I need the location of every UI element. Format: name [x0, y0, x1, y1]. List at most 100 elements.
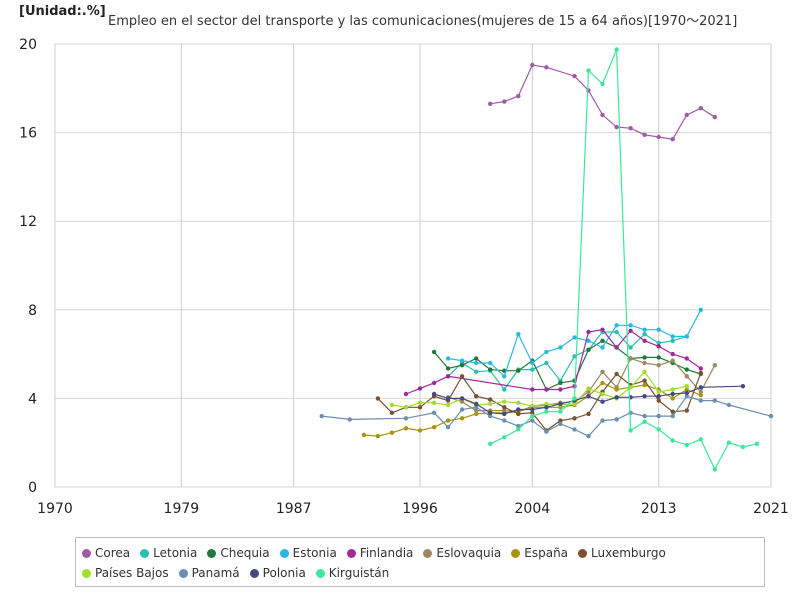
data-point-finlandia	[445, 374, 451, 379]
data-point-panama	[600, 418, 605, 423]
data-point-corea	[684, 112, 689, 118]
data-point-luxemburgo	[474, 394, 479, 399]
data-point-chequia	[656, 355, 661, 360]
legend-swatch	[315, 568, 325, 578]
legend-item[interactable]: Panamá	[178, 563, 240, 583]
data-point-polonia	[474, 401, 479, 407]
series-line-paises-bajos	[391, 370, 687, 408]
series-line-letonia	[447, 331, 687, 391]
data-point-espana	[417, 428, 423, 433]
data-point-kirguistan	[516, 427, 521, 432]
data-point-kirguistan	[572, 396, 577, 401]
legend-label: Kirguistán	[328, 566, 390, 580]
data-point-kirguistan	[614, 47, 619, 52]
legend-item[interactable]: Eslovaquia	[423, 543, 501, 563]
legend-label: Finlandia	[359, 546, 414, 560]
data-point-panama	[502, 418, 507, 423]
legend-swatch	[346, 548, 356, 558]
data-point-corea	[642, 132, 647, 137]
data-point-panama	[459, 407, 465, 412]
legend-item[interactable]: Polonia	[249, 563, 306, 583]
legend-item[interactable]: Letonia	[140, 543, 197, 563]
data-point-eslovaquia	[712, 363, 717, 368]
data-point-estonia	[656, 327, 661, 332]
legend-label: Chequia	[220, 546, 270, 560]
data-point-estonia	[445, 356, 451, 361]
data-point-eslovaquia	[670, 358, 675, 363]
legend-swatch	[249, 568, 259, 578]
data-point-estonia	[572, 335, 577, 340]
data-point-kirguistan	[642, 419, 647, 424]
data-point-chequia	[445, 366, 451, 371]
legend-item[interactable]: Luxemburgo	[578, 543, 666, 563]
series-line-panama	[321, 395, 772, 437]
unit-label: [Unidad:.%]	[19, 4, 106, 19]
series-line-finlandia	[405, 329, 702, 395]
data-point-panama	[347, 417, 352, 422]
data-point-finlandia	[586, 329, 591, 335]
data-point-panama	[530, 418, 535, 423]
data-point-letonia	[656, 340, 661, 346]
data-point-corea	[656, 134, 661, 140]
data-point-paises-bajos	[488, 401, 493, 407]
data-point-luxemburgo	[642, 378, 647, 383]
data-point-estonia	[684, 334, 689, 339]
data-point-polonia	[431, 391, 437, 397]
data-point-kirguistan	[586, 68, 591, 73]
data-point-panama	[656, 413, 661, 419]
data-point-letonia	[544, 360, 549, 366]
data-point-estonia	[488, 360, 493, 366]
data-point-paises-bajos	[502, 399, 507, 404]
legend-item[interactable]: Corea	[82, 543, 130, 563]
y-tick-label: 0	[28, 480, 37, 496]
data-point-kirguistan	[558, 409, 563, 414]
data-point-luxemburgo	[572, 416, 577, 421]
legend-item[interactable]: Chequia	[207, 543, 270, 563]
data-point-kirguistan	[698, 437, 703, 442]
data-point-polonia	[544, 405, 549, 410]
data-point-finlandia	[600, 327, 605, 332]
data-point-paises-bajos	[431, 400, 437, 405]
data-point-polonia	[445, 396, 451, 401]
data-point-espana	[670, 396, 675, 401]
series-panama	[319, 394, 774, 439]
data-point-estonia	[558, 345, 563, 350]
series-estonia	[445, 307, 703, 379]
data-point-estonia	[698, 307, 703, 312]
data-point-finlandia	[417, 386, 423, 391]
legend-item[interactable]: Estonia	[279, 543, 337, 563]
data-point-panama	[474, 405, 479, 410]
data-point-kirguistan	[544, 409, 549, 414]
legend-label: Eslovaquia	[436, 546, 502, 560]
data-point-luxemburgo	[698, 370, 703, 376]
data-point-panama	[768, 413, 774, 419]
data-point-paises-bajos	[684, 384, 689, 389]
data-point-paises-bajos	[445, 402, 451, 408]
data-point-luxemburgo	[656, 398, 661, 403]
legend-item[interactable]: España	[511, 543, 568, 563]
legend-swatch	[82, 568, 91, 578]
x-tick-label: 1987	[276, 501, 312, 517]
data-point-letonia	[614, 329, 619, 335]
legend-item[interactable]: Kirguistán	[315, 563, 390, 583]
data-point-polonia	[488, 410, 493, 415]
data-point-panama	[712, 398, 717, 403]
data-point-eslovaquia	[628, 356, 633, 361]
y-tick-label: 12	[19, 214, 37, 230]
data-point-espana	[361, 432, 367, 438]
data-point-eslovaquia	[656, 363, 661, 368]
data-point-finlandia	[544, 387, 549, 392]
data-point-eslovaquia	[474, 408, 479, 413]
data-point-panama	[586, 433, 591, 439]
data-point-luxemburgo	[502, 405, 507, 410]
legend-label: Luxemburgo	[591, 546, 666, 560]
legend-item[interactable]: Finlandia	[346, 543, 414, 563]
data-point-paises-bajos	[586, 386, 591, 391]
data-point-panama	[488, 413, 493, 419]
legend-item[interactable]: Países Bajos	[82, 563, 169, 583]
data-point-corea	[614, 124, 619, 130]
series-line-kirguistan	[489, 49, 758, 471]
series-chequia	[431, 338, 703, 392]
data-point-paises-bajos	[403, 405, 409, 410]
data-point-espana	[375, 433, 381, 439]
